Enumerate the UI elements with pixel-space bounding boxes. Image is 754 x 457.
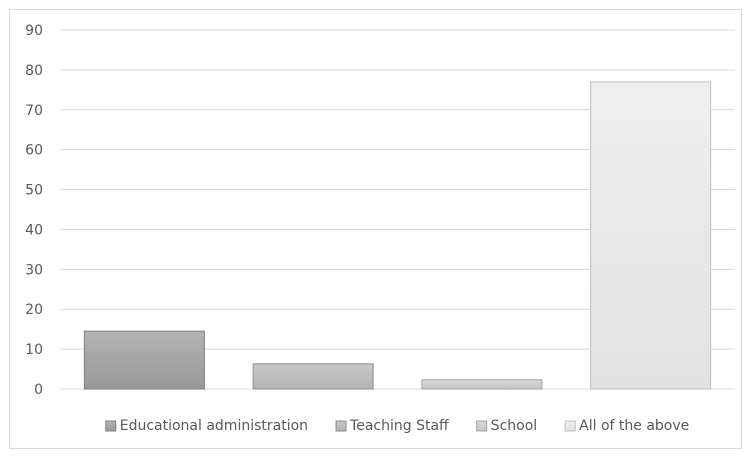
legend-item: Teaching Staff	[335, 418, 449, 434]
y-tick-label: 70	[25, 103, 43, 119]
y-tick-label: 60	[25, 143, 43, 159]
y-tick-label: 50	[25, 183, 43, 199]
y-tick-label: 20	[25, 302, 43, 318]
bars	[83, 81, 712, 390]
legend-item: School	[476, 418, 537, 434]
y-tick-label: 90	[25, 23, 43, 39]
legend-swatch	[335, 420, 347, 432]
legend-label: Educational administration	[120, 418, 308, 434]
legend-label: Teaching Staff	[349, 418, 449, 434]
y-tick-label: 40	[25, 222, 43, 238]
y-tick-label: 30	[25, 262, 43, 278]
y-axis-tick-labels: 0 10 20 30 40 50 60 70 80 90	[25, 23, 43, 398]
legend-item: Educational administration	[105, 418, 308, 434]
bar-teaching-staff	[252, 363, 374, 390]
legend-label: All of the above	[579, 418, 689, 434]
legend-swatch	[564, 420, 576, 432]
bar-all-of-the-above	[590, 81, 712, 390]
legend-item: All of the above	[564, 418, 689, 434]
legend-swatch	[476, 420, 488, 432]
legend-swatch	[105, 420, 117, 432]
bar-educational-administration	[83, 330, 205, 390]
y-tick-label: 0	[34, 382, 43, 398]
y-tick-label: 80	[25, 63, 43, 79]
legend: Educational administration Teaching Staff…	[105, 418, 689, 434]
bar-school	[421, 379, 543, 390]
y-tick-label: 10	[25, 342, 43, 358]
legend-label: School	[491, 418, 537, 434]
